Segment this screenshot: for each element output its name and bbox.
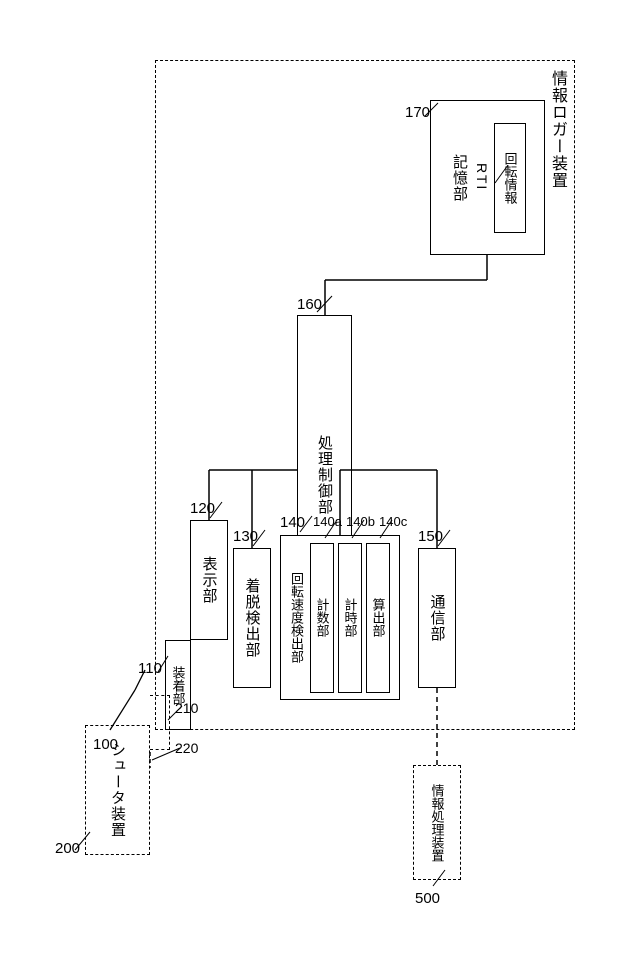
block-170: 記憶部 RTI 回転情報 — [430, 100, 545, 255]
block-rti: 回転情報 — [494, 123, 526, 233]
label-500: 500 — [415, 890, 440, 907]
label-130: 130 — [233, 528, 258, 545]
block-140: 回転速度検出部 計数部 計時部 算出部 — [280, 535, 400, 700]
block-200-label: シュータ装置 — [107, 742, 128, 838]
block-500-box: 情報処理装置 — [413, 765, 461, 880]
block-110-label: 装着部 — [169, 666, 188, 705]
label-220: 220 — [175, 740, 198, 756]
block-150: 通信部 — [418, 548, 456, 688]
block-130: 着脱検出部 — [233, 548, 271, 688]
rti-label: RTI — [474, 163, 490, 191]
label-140c: 140c — [379, 514, 407, 529]
label-140a: 140a — [313, 514, 342, 529]
label-110: 110 — [138, 660, 162, 677]
block-140a-label: 計数部 — [313, 598, 332, 637]
label-210: 210 — [175, 700, 198, 716]
block-rti-label: 回転情報 — [501, 152, 520, 204]
outer-device-label: 情報ロガー装置 — [545, 70, 569, 189]
block-130-label: 着脱検出部 — [242, 578, 263, 658]
block-210 — [150, 695, 170, 750]
block-140c: 算出部 — [366, 543, 390, 693]
label-140b: 140b — [346, 514, 375, 529]
block-150-label: 通信部 — [427, 594, 448, 642]
diagram-canvas: 100 情報ロガー装置 処理制御部 160 記憶部 RTI 回転情報 170 表… — [0, 0, 640, 965]
block-140-label: 回転速度検出部 — [287, 572, 306, 663]
block-500-label: 情報処理装置 — [428, 784, 447, 862]
block-140c-label: 算出部 — [369, 598, 388, 637]
block-140b-label: 計時部 — [341, 598, 360, 637]
label-200: 200 — [55, 840, 80, 857]
label-150: 150 — [418, 528, 443, 545]
block-140a: 計数部 — [310, 543, 334, 693]
block-140b: 計時部 — [338, 543, 362, 693]
label-120: 120 — [190, 500, 215, 517]
label-140: 140 — [280, 514, 305, 531]
block-120: 表示部 — [190, 520, 228, 640]
block-500 — [90, 870, 142, 955]
block-200: シュータ装置 — [85, 725, 150, 855]
block-160-label: 処理制御部 — [314, 435, 335, 515]
block-170-label: 記憶部 — [449, 154, 470, 202]
block-120-label: 表示部 — [199, 556, 220, 604]
label-160: 160 — [297, 296, 322, 313]
label-170: 170 — [405, 104, 430, 121]
